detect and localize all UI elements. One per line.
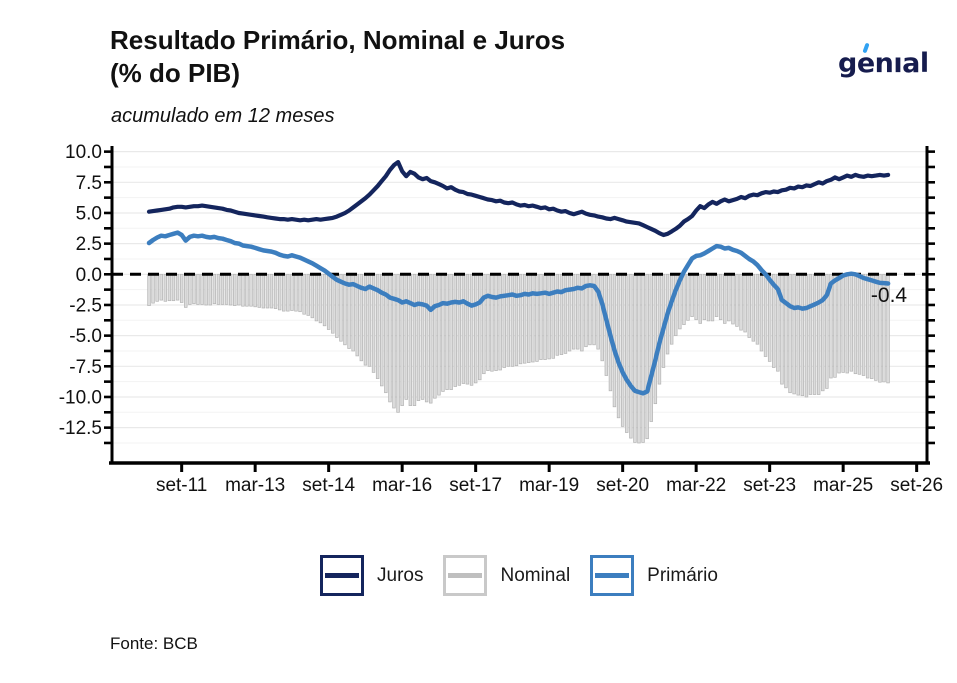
legend-key-line <box>448 573 483 578</box>
x-tick-labels: set-11 mar-13 set-14 mar-16 set-17 mar-19 set-… <box>156 475 943 496</box>
svg-text:mar-25: mar-25 <box>813 475 873 496</box>
svg-text:mar-13: mar-13 <box>225 475 285 496</box>
nominal-bars <box>147 273 890 444</box>
legend-label: Primário <box>647 564 718 586</box>
logo-text-e: e <box>856 42 875 79</box>
latest-value-annotation: -0.4 <box>871 284 908 307</box>
svg-text:set-17: set-17 <box>449 475 502 496</box>
logo-text-e-char: e <box>856 48 875 79</box>
logo-text-g: g <box>838 48 857 79</box>
chart-title-line1: Resultado Primário, Nominal e Juros <box>110 25 566 55</box>
svg-text:-12.5: -12.5 <box>59 418 102 439</box>
svg-text:10.0: 10.0 <box>65 142 102 163</box>
genial-logo: ge nıal <box>838 42 929 79</box>
legend-key-line <box>325 573 359 578</box>
svg-text:mar-19: mar-19 <box>519 475 579 496</box>
chart-subtitle: acumulado em 12 meses <box>111 105 335 127</box>
chart-title: Resultado Primário, Nominal e Juros (% d… <box>110 24 565 90</box>
svg-text:set-26: set-26 <box>890 475 943 496</box>
primario-line <box>146 230 891 396</box>
legend-key-swatch <box>443 555 488 596</box>
svg-text:5.0: 5.0 <box>76 203 102 224</box>
legend-label: Juros <box>377 564 424 586</box>
svg-text:-2.5: -2.5 <box>69 295 102 316</box>
legend-key-line <box>595 573 630 578</box>
legend-item-nominal: Nominal <box>443 555 570 596</box>
svg-text:7.5: 7.5 <box>76 173 102 194</box>
legend-key-swatch <box>590 555 635 596</box>
legend-label: Nominal <box>500 564 571 586</box>
svg-text:2.5: 2.5 <box>76 234 102 255</box>
legend-item-primário: Primário <box>590 555 718 596</box>
svg-text:set-11: set-11 <box>156 475 207 496</box>
svg-text:mar-22: mar-22 <box>666 475 726 496</box>
legend-item-juros: Juros <box>320 555 423 596</box>
logo-text-nial: nıal <box>874 48 929 79</box>
svg-text:set-14: set-14 <box>302 475 355 496</box>
chart-title-line2: (% do PIB) <box>110 58 240 88</box>
svg-text:set-23: set-23 <box>743 475 796 496</box>
legend-key-swatch <box>320 555 364 596</box>
y-tick-labels: 10.0 7.5 5.0 2.5 0.0 -2.5 -5.0 -7.5 -10.0 -12.5 <box>59 142 102 439</box>
chart-legend: Juros Nominal Primário <box>320 555 718 596</box>
source-note: Fonte: BCB <box>110 634 198 653</box>
svg-text:-7.5: -7.5 <box>69 357 102 378</box>
svg-text:-10.0: -10.0 <box>59 387 102 408</box>
juros-line <box>146 160 891 238</box>
svg-text:mar-16: mar-16 <box>372 475 432 496</box>
svg-text:0.0: 0.0 <box>76 265 102 286</box>
svg-text:set-20: set-20 <box>596 475 649 496</box>
axes <box>104 146 935 472</box>
svg-text:-5.0: -5.0 <box>69 326 102 347</box>
chart-plot-area: 10.0 7.5 5.0 2.5 0.0 -2.5 -5.0 -7.5 -10.0 -12.5 se… <box>59 142 943 496</box>
